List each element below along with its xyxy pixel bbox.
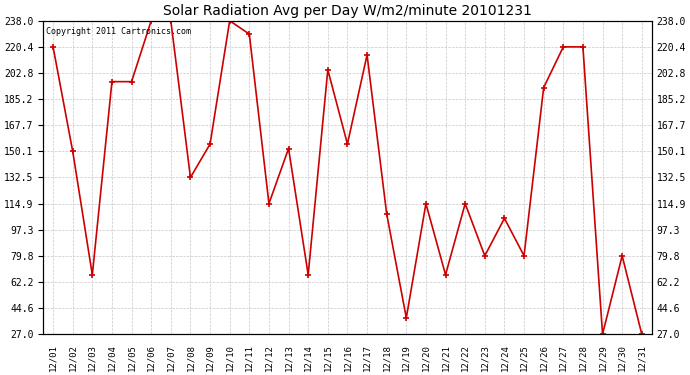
Text: Copyright 2011 Cartronics.com: Copyright 2011 Cartronics.com <box>46 27 191 36</box>
Title: Solar Radiation Avg per Day W/m2/minute 20101231: Solar Radiation Avg per Day W/m2/minute … <box>163 4 532 18</box>
